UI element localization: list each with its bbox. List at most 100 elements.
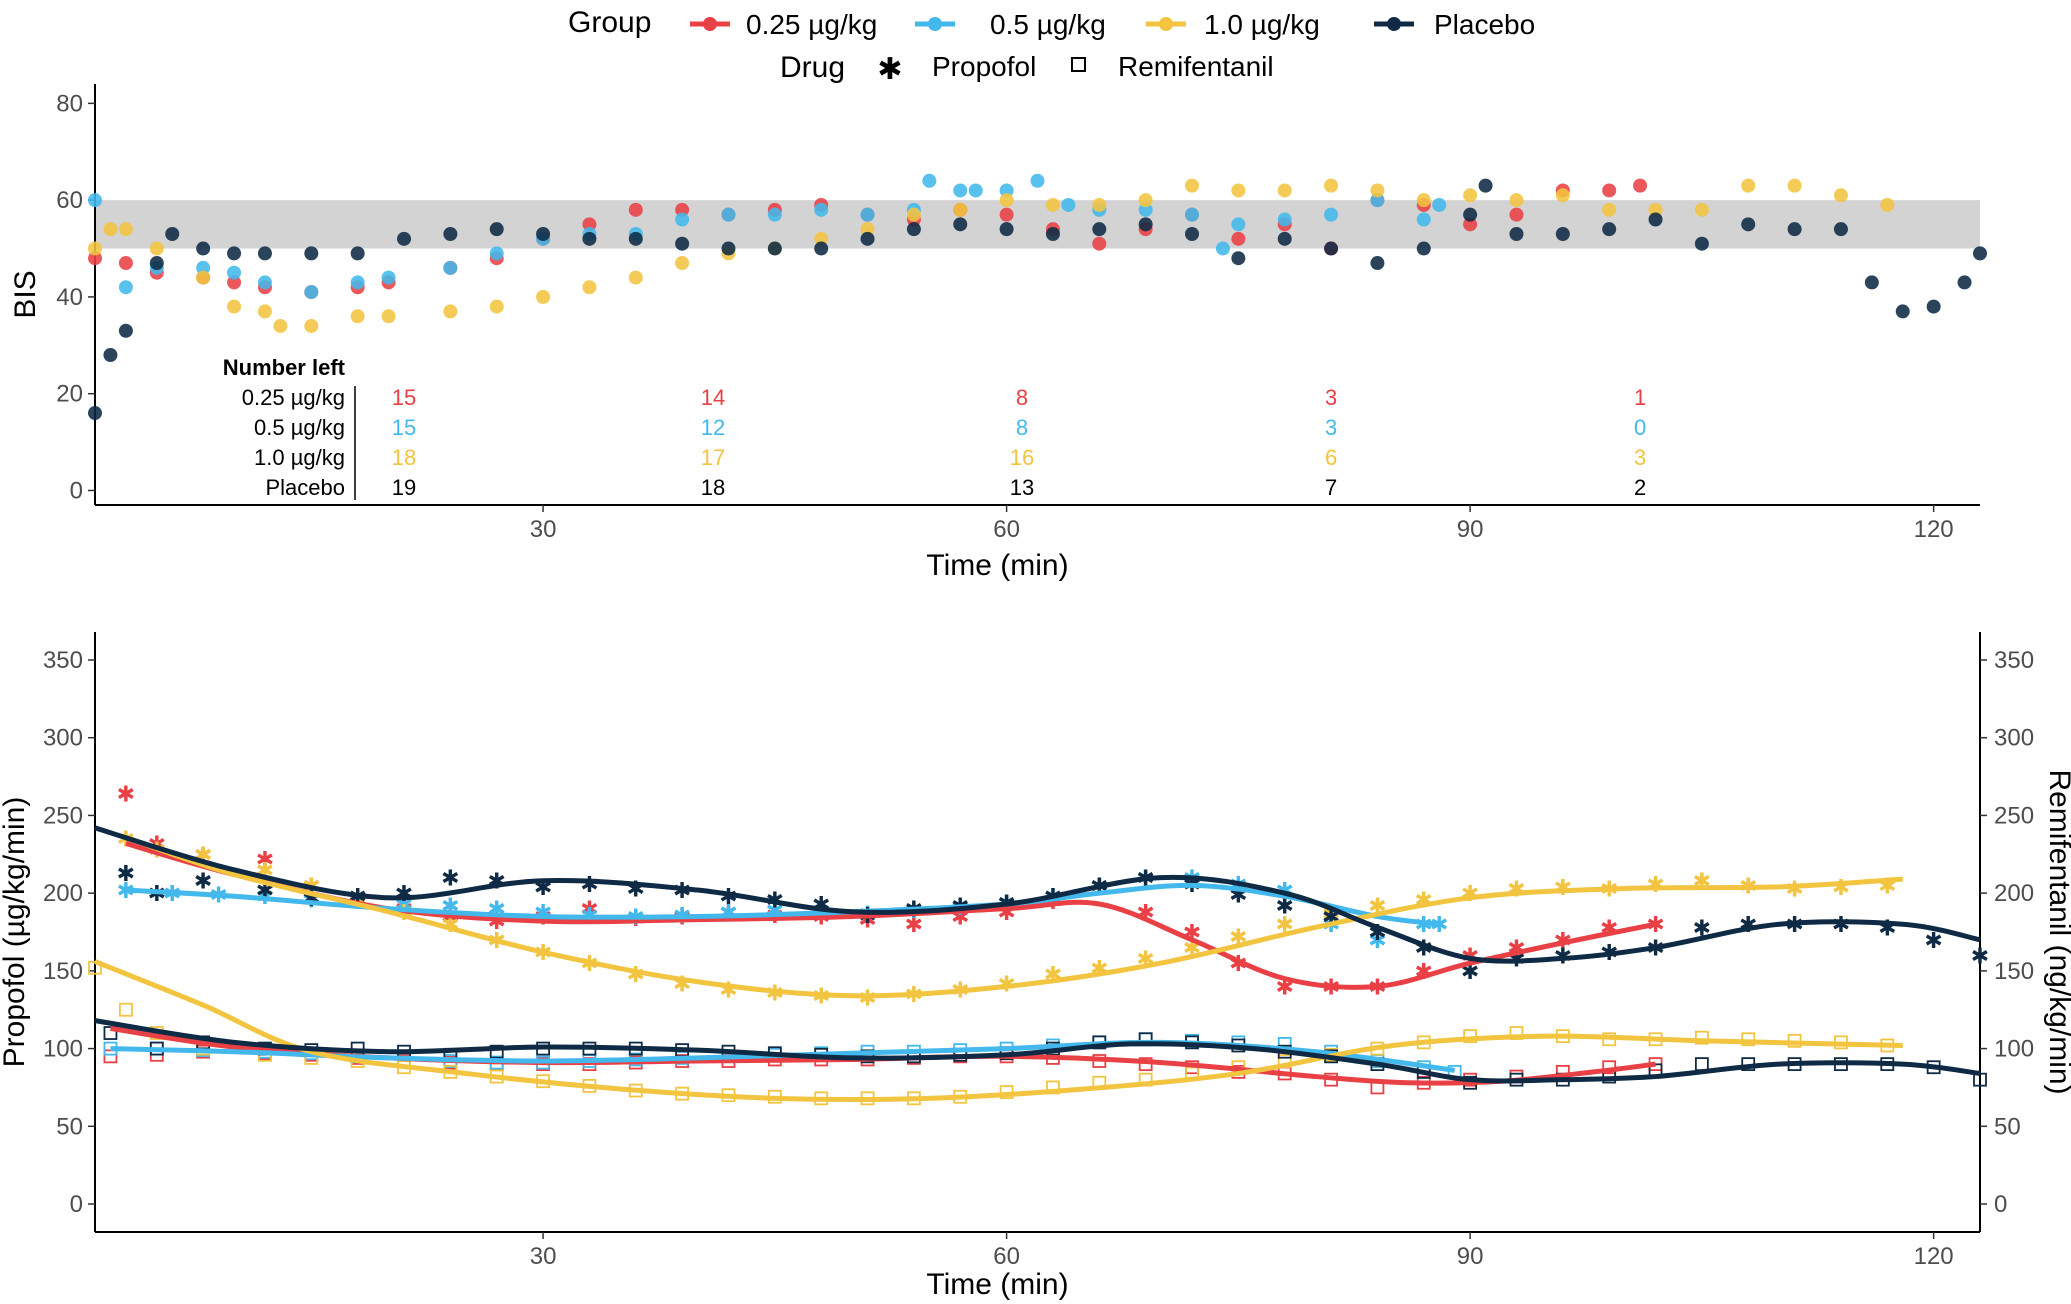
bis-point xyxy=(1277,212,1292,227)
bis-point xyxy=(628,270,643,285)
bis-y-tick-label: 20 xyxy=(56,381,83,408)
bis-point xyxy=(953,183,968,198)
number-left-row-label: 0.25 µg/kg xyxy=(242,385,345,410)
bis-point xyxy=(1416,212,1431,227)
bis-point xyxy=(88,251,102,266)
remifentanil-y-tick-label: 0 xyxy=(1994,1191,2007,1218)
propofol-point: ✱ xyxy=(1461,881,1479,906)
propofol-smooth-line xyxy=(125,834,1903,999)
bis-point xyxy=(1880,197,1895,212)
bis-point xyxy=(1324,178,1339,193)
propofol-point: ✱ xyxy=(117,782,135,807)
dose-x-tick-label: 120 xyxy=(1914,1243,1954,1270)
bis-point xyxy=(1833,188,1848,203)
remifentanil-y-tick-label: 250 xyxy=(1994,802,2034,829)
dose-x-axis-title: Time (min) xyxy=(926,1268,1068,1301)
propofol-point: ✱ xyxy=(1275,894,1293,919)
propofol-y-axis-title: Propofol (µg/kg/min) xyxy=(0,797,31,1068)
remifentanil-point xyxy=(489,1044,504,1059)
propofol-point: ✱ xyxy=(997,971,1015,996)
bis-point xyxy=(1045,197,1060,212)
legend-drug-item-0: ✱ Propofol xyxy=(877,51,1036,86)
remifentanil-point xyxy=(103,1049,118,1064)
number-left-row-label: Placebo xyxy=(265,475,345,500)
bis-point xyxy=(1463,188,1478,203)
legend-group-item-1: 0.5 µg/kg xyxy=(915,9,1106,40)
bis-point xyxy=(443,260,458,275)
legend-group-dot-1 xyxy=(928,17,942,31)
propofol-y-tick-label: 300 xyxy=(43,725,83,752)
number-left-value: 15 xyxy=(392,385,416,410)
remifentanil-y-tick-label: 300 xyxy=(1994,725,2034,752)
bis-point xyxy=(860,207,875,222)
number-left-value: 7 xyxy=(1325,475,1337,500)
bis-point xyxy=(304,246,319,261)
bis-x-tick-label: 90 xyxy=(1457,516,1484,543)
bis-point xyxy=(304,318,319,333)
dose-smooth-lines xyxy=(94,825,1981,1102)
number-left-value: 1 xyxy=(1634,385,1646,410)
bis-points xyxy=(88,173,1987,421)
bis-point xyxy=(860,222,875,237)
bis-point xyxy=(381,309,396,324)
remifentanil-y-tick-label: 200 xyxy=(1994,880,2034,907)
bis-point xyxy=(675,236,690,251)
bis-point xyxy=(88,193,102,208)
dose-x-tick-label: 60 xyxy=(993,1243,1020,1270)
bis-point xyxy=(1741,217,1756,232)
propofol-point: ✱ xyxy=(1832,912,1850,937)
bis-point xyxy=(1864,275,1879,290)
number-left-value: 0 xyxy=(1634,415,1646,440)
bis-point xyxy=(1215,241,1230,256)
propofol-point: ✱ xyxy=(905,912,923,937)
propofol-point: ✱ xyxy=(1971,943,1989,968)
remifentanil-y-axis-title: Remifentanil (ng/kg/min) xyxy=(2043,769,2071,1094)
bis-point xyxy=(582,231,597,246)
bis-point xyxy=(1092,197,1107,212)
bis-point xyxy=(999,207,1014,222)
bis-point xyxy=(443,227,458,242)
remifentanil-y-tick-label: 50 xyxy=(1994,1113,2021,1140)
bis-point xyxy=(628,202,643,217)
number-left-value: 8 xyxy=(1016,385,1028,410)
bis-point xyxy=(350,309,365,324)
propofol-point: ✱ xyxy=(1554,928,1572,953)
bis-point xyxy=(582,217,597,232)
legend-group-item-2: 1.0 µg/kg xyxy=(1146,9,1320,40)
bis-point xyxy=(906,222,921,237)
bis-y-tick-label: 80 xyxy=(56,90,83,117)
bis-point xyxy=(1509,193,1524,208)
bis-point xyxy=(675,256,690,271)
bis-point xyxy=(257,246,272,261)
bis-point xyxy=(536,289,551,304)
propofol-point: ✱ xyxy=(1878,915,1896,940)
number-left-title: Number left xyxy=(223,355,346,380)
bis-point xyxy=(953,217,968,232)
bis-point xyxy=(1694,236,1709,251)
propofol-y-tick-label: 250 xyxy=(43,802,83,829)
bis-point xyxy=(103,347,118,362)
number-left-value: 3 xyxy=(1325,415,1337,440)
remifentanil-smooth-line xyxy=(94,959,1903,1102)
propofol-smooth-line xyxy=(94,825,1981,964)
propofol-point: ✱ xyxy=(117,861,135,886)
bis-point xyxy=(1926,299,1941,314)
propofol-point: ✱ xyxy=(395,881,413,906)
bis-point xyxy=(1648,202,1663,217)
bis-point xyxy=(1324,241,1339,256)
bis-point xyxy=(675,212,690,227)
bis-point xyxy=(1478,178,1493,193)
number-left-value: 2 xyxy=(1634,475,1646,500)
remifentanil-point xyxy=(1973,1072,1987,1087)
number-left-value: 15 xyxy=(392,415,416,440)
bis-point xyxy=(196,241,211,256)
legend-group-label-3: Placebo xyxy=(1434,9,1535,40)
dose-axes: 0 0 50 50 100 100 150 150 200 200 250 250 300 300 350 3… xyxy=(43,632,2034,1270)
dose-x-tick-label: 90 xyxy=(1457,1243,1484,1270)
bis-point xyxy=(953,202,968,217)
bis-point xyxy=(1957,275,1972,290)
legend-drug-title: Drug xyxy=(780,51,845,84)
bis-x-tick-label: 120 xyxy=(1914,516,1954,543)
propofol-point: ✱ xyxy=(1739,912,1757,937)
propofol-point: ✱ xyxy=(1507,876,1525,901)
